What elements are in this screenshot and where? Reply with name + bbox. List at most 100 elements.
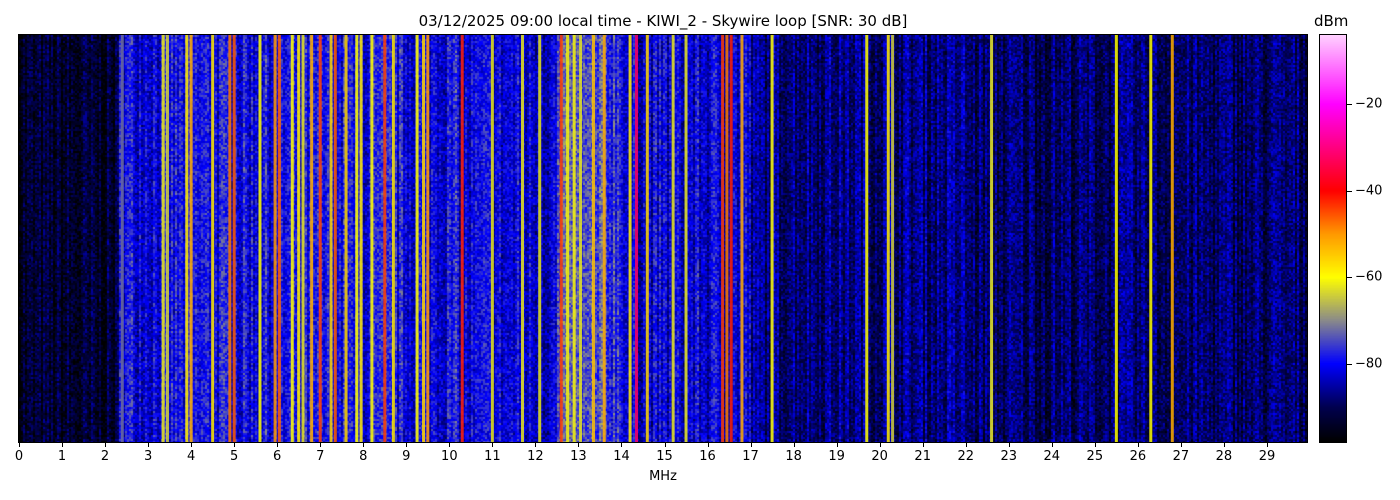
x-tick [879, 442, 881, 447]
x-tick-label: 1 [57, 449, 67, 464]
colorbar-tick-label: −60 [1355, 269, 1383, 285]
x-tick [105, 442, 107, 447]
x-tick-label: 17 [742, 449, 759, 464]
x-tick-label: 2 [100, 449, 110, 464]
signal-line [520, 35, 524, 442]
signal-line [729, 35, 733, 442]
x-tick [277, 442, 279, 447]
x-tick [836, 442, 838, 447]
signal-line [865, 35, 869, 442]
x-tick-label: 14 [613, 449, 630, 464]
signal-layer [120, 35, 1174, 442]
x-tick-label: 21 [914, 449, 931, 464]
x-axis-label: MHz [649, 469, 677, 484]
x-tick [1008, 442, 1010, 447]
x-tick [965, 442, 967, 447]
colorbar-tick-label: −40 [1355, 183, 1383, 199]
signal-line [1114, 35, 1118, 442]
x-tick-label: 8 [359, 449, 368, 464]
signal-line [355, 35, 359, 442]
x-tick [1223, 442, 1225, 447]
signal-line [370, 35, 374, 442]
x-tick-label: 6 [273, 449, 282, 464]
x-tick-label: 24 [1043, 449, 1061, 464]
x-tick [1094, 442, 1096, 447]
signal-line [592, 35, 596, 442]
x-tick [535, 442, 537, 447]
signal-line [490, 35, 494, 442]
signal-line [161, 35, 165, 442]
x-tick [148, 442, 150, 447]
signal-line [684, 35, 688, 442]
colorbar-tick [1347, 104, 1352, 106]
signal-line [566, 35, 570, 442]
x-tick-label: 10 [441, 449, 458, 464]
signal-line [329, 35, 333, 442]
signal-line [538, 35, 542, 442]
signal-line [725, 35, 729, 442]
colorbar-tick [1347, 364, 1352, 366]
x-tick-label: 15 [656, 449, 673, 464]
x-tick-label: 12 [527, 449, 544, 464]
colorbar-tick-label: −20 [1355, 96, 1383, 112]
x-tick-label: 13 [570, 449, 587, 464]
x-tick-label: 25 [1086, 449, 1104, 464]
x-tick-label: 29 [1258, 449, 1276, 464]
x-tick-label: 5 [230, 449, 239, 464]
signal-line [602, 35, 606, 442]
x-tick-label: 4 [186, 449, 196, 464]
signal-line [391, 35, 395, 442]
signal-line [559, 35, 563, 442]
signal-line [422, 35, 426, 442]
x-tick [1137, 442, 1139, 447]
signal-line [232, 35, 236, 442]
x-tick [320, 442, 322, 447]
signal-line [333, 35, 337, 442]
signal-line [318, 35, 322, 442]
x-tick [492, 442, 494, 447]
x-tick-label: 26 [1129, 449, 1147, 464]
colorbar-tick [1347, 277, 1352, 279]
x-tick-label: 28 [1215, 449, 1233, 464]
x-tick [707, 442, 709, 447]
x-tick [664, 442, 666, 447]
x-tick-label: 7 [316, 449, 325, 464]
x-tick-label: 11 [484, 449, 501, 464]
x-tick [621, 442, 623, 447]
x-tick-label: 23 [1000, 449, 1018, 464]
signal-line [211, 35, 215, 442]
signal-line [297, 35, 301, 442]
signal-line [671, 35, 675, 442]
signal-line [990, 35, 994, 442]
x-tick [1180, 442, 1182, 447]
signal-line [165, 35, 169, 442]
signal-line [770, 35, 774, 442]
signal-line [1170, 35, 1174, 442]
signal-line [189, 35, 193, 442]
signal-line [277, 35, 281, 442]
x-tick [1266, 442, 1268, 447]
x-tick [578, 442, 580, 447]
x-tick-label: 22 [957, 449, 975, 464]
x-tick-label: 16 [699, 449, 716, 464]
colorbar-tick [1347, 190, 1352, 192]
signal-line [415, 35, 419, 442]
signal-line [721, 35, 725, 442]
x-tick [1051, 442, 1053, 447]
signal-line [310, 35, 314, 442]
signal-line [740, 35, 744, 442]
x-tick [363, 442, 365, 447]
x-tick-label: 20 [871, 449, 888, 464]
signal-line [290, 35, 294, 442]
signal-line [886, 35, 890, 442]
colorbar-tick-label: −80 [1355, 356, 1383, 372]
signal-line [460, 35, 464, 442]
signal-line [1149, 35, 1153, 442]
signal-line [426, 35, 430, 442]
signal-line [628, 35, 632, 442]
signal-line [185, 35, 189, 442]
waterfall-plot [18, 34, 1308, 443]
signal-line [891, 35, 895, 442]
signal-line [120, 35, 124, 442]
x-tick [191, 442, 193, 447]
